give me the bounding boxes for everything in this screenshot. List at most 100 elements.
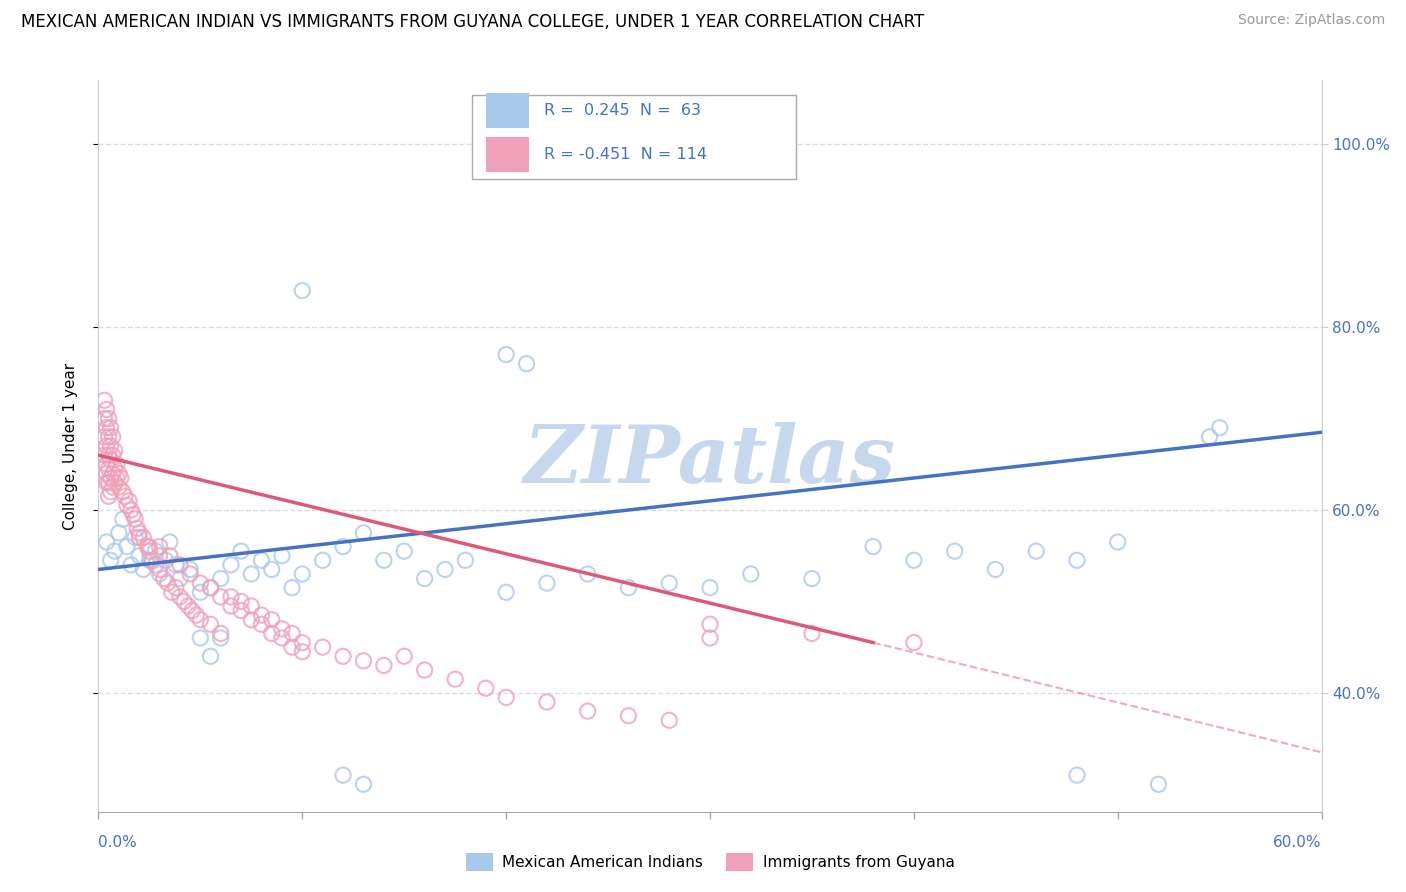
Point <box>108 525 131 540</box>
Point <box>231 544 253 558</box>
Point <box>101 430 124 444</box>
Point <box>141 553 163 567</box>
Point <box>984 562 1007 576</box>
Point <box>281 626 304 640</box>
Point <box>93 411 115 425</box>
Point <box>101 467 124 481</box>
Point <box>104 475 127 490</box>
Point <box>145 558 167 572</box>
Point <box>536 695 558 709</box>
Point <box>93 430 115 444</box>
Point <box>160 585 183 599</box>
Point <box>444 672 467 686</box>
Point <box>231 594 253 608</box>
Point <box>149 549 172 563</box>
Point <box>105 471 128 485</box>
Point <box>93 393 115 408</box>
Point <box>159 535 181 549</box>
Point <box>209 631 232 645</box>
Point <box>149 567 172 582</box>
Point <box>699 581 721 595</box>
Point <box>903 635 925 649</box>
Point <box>100 452 122 467</box>
Point <box>352 525 374 540</box>
Point <box>862 540 884 554</box>
Point <box>250 553 273 567</box>
Point <box>100 439 122 453</box>
Point <box>392 649 416 664</box>
Point <box>200 581 222 595</box>
Point <box>332 649 354 664</box>
Point <box>454 553 477 567</box>
Point <box>93 448 115 462</box>
Point <box>474 681 498 696</box>
Point <box>281 640 304 655</box>
Point <box>270 631 294 645</box>
Point <box>120 503 142 517</box>
Point <box>97 489 120 503</box>
Point <box>96 535 118 549</box>
Point <box>100 553 122 567</box>
Point <box>200 581 222 595</box>
Point <box>200 649 222 664</box>
Point <box>132 562 155 576</box>
Point <box>97 430 120 444</box>
Point <box>149 562 172 576</box>
Point <box>516 357 538 371</box>
Point <box>495 585 517 599</box>
Point <box>105 458 128 472</box>
Point <box>155 553 177 567</box>
Point <box>699 631 721 645</box>
Point <box>291 284 314 298</box>
Point <box>260 613 283 627</box>
Point <box>434 562 457 576</box>
Point <box>96 458 118 472</box>
Point <box>231 604 253 618</box>
Point <box>658 576 681 591</box>
Point <box>188 576 212 591</box>
Point <box>128 530 150 544</box>
Point <box>122 508 145 522</box>
Point <box>108 480 131 494</box>
Text: ZIPatlas: ZIPatlas <box>524 422 896 500</box>
Bar <box>486 93 529 128</box>
Text: Source: ZipAtlas.com: Source: ZipAtlas.com <box>1237 13 1385 28</box>
Point <box>165 581 187 595</box>
Point <box>1066 768 1088 782</box>
Point <box>188 631 212 645</box>
Point <box>332 768 354 782</box>
Point <box>111 484 134 499</box>
Point <box>209 572 232 586</box>
Point <box>169 590 191 604</box>
Point <box>495 348 517 362</box>
Point <box>110 471 132 485</box>
Point <box>260 562 283 576</box>
Point <box>96 467 118 481</box>
Point <box>169 572 191 586</box>
Point <box>115 499 138 513</box>
Point <box>270 622 294 636</box>
Text: R =  0.245  N =  63: R = 0.245 N = 63 <box>544 103 700 118</box>
Point <box>1066 553 1088 567</box>
Text: 0.0%: 0.0% <box>98 835 138 849</box>
Text: R = -0.451  N = 114: R = -0.451 N = 114 <box>544 146 707 161</box>
Point <box>1147 777 1170 791</box>
Point <box>801 572 824 586</box>
Point <box>179 567 201 582</box>
Point <box>1107 535 1129 549</box>
Point <box>97 448 120 462</box>
Point <box>118 494 141 508</box>
Point <box>740 567 762 582</box>
Point <box>100 471 122 485</box>
Point <box>240 599 263 613</box>
Point <box>104 443 127 458</box>
Point <box>165 558 187 572</box>
Point <box>1025 544 1047 558</box>
Point <box>124 512 146 526</box>
Point <box>186 608 208 623</box>
Point <box>104 462 127 476</box>
Point <box>101 448 124 462</box>
Point <box>120 558 142 572</box>
Point <box>801 626 824 640</box>
Point <box>169 558 191 572</box>
